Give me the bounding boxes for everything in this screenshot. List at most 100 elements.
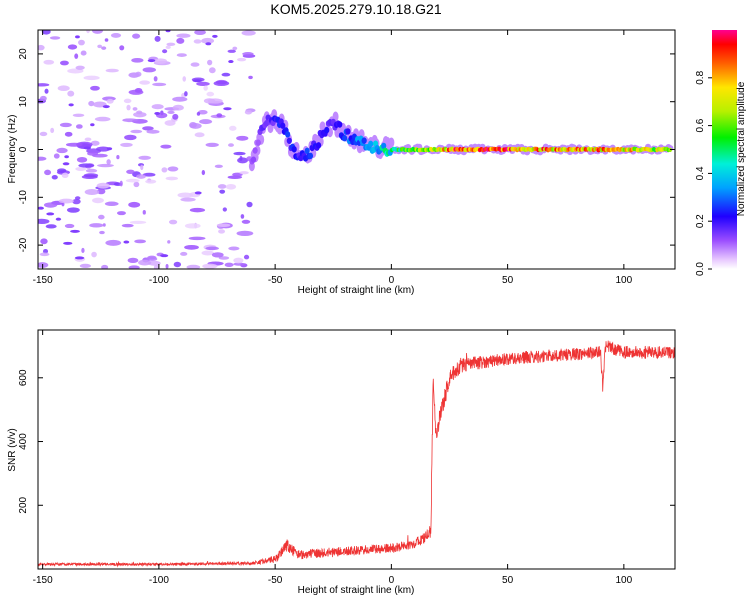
heatmap-noise-cell <box>70 229 80 233</box>
heatmap-noise-cell <box>123 98 132 104</box>
heatmap-noise-cell <box>207 59 213 66</box>
heatmap-noise-cell <box>197 109 208 115</box>
heatmap-x-tick-label: -50 <box>268 275 283 286</box>
heatmap-noise-cell <box>75 124 83 129</box>
heatmap-noise-cell <box>57 85 70 92</box>
heatmap-noise-cell <box>138 155 152 160</box>
heatmap-noise-cell <box>117 211 126 216</box>
heatmap-noise-cell <box>236 230 254 236</box>
heatmap-noise-cell <box>97 163 114 168</box>
snr-panel: -150 -100 -50 0 50 100 200 400 600 Height of st… <box>7 329 676 596</box>
heatmap-ridge-cell <box>337 121 343 128</box>
heatmap-noise-cell <box>152 82 167 87</box>
snr-x-tick-label: -150 <box>33 575 53 586</box>
heatmap-noise-cell <box>85 168 98 173</box>
snr-x-tick-label: -50 <box>268 575 283 586</box>
heatmap-x-tick-label: 0 <box>389 275 395 286</box>
heatmap-x-label: Height of straight line (km) <box>298 285 415 296</box>
heatmap-noise-cell <box>63 241 73 245</box>
heatmap-noise-cell <box>194 191 202 195</box>
heatmap-noise-cell <box>67 44 78 50</box>
heatmap-noise-cell <box>140 164 144 171</box>
heatmap-ridge-cell <box>345 128 351 135</box>
heatmap-noise-cell <box>124 134 137 141</box>
heatmap-noise-cell <box>228 246 240 251</box>
heatmap-y-tick-label: -10 <box>18 190 29 205</box>
snr-x-tick-label: 0 <box>389 575 395 586</box>
heatmap-ridge-cell <box>361 137 367 144</box>
heatmap-noise-cell <box>241 30 256 36</box>
heatmap-noise-cell <box>154 58 168 64</box>
heatmap-noise-cell <box>146 257 158 261</box>
heatmap-noise-cell <box>213 80 230 87</box>
heatmap-cells <box>38 30 674 269</box>
heatmap-noise-cell <box>176 37 185 44</box>
heatmap-noise-cell <box>222 207 227 212</box>
heatmap-noise-cell <box>201 37 215 44</box>
heatmap-y-tick-label: -20 <box>18 237 29 252</box>
heatmap-noise-cell <box>142 126 154 131</box>
heatmap-noise-cell <box>133 181 140 188</box>
snr-y-tick-label: 400 <box>18 433 29 450</box>
heatmap-noise-cell <box>184 91 188 97</box>
heatmap-noise-cell <box>132 107 138 111</box>
heatmap-noise-cell <box>172 104 184 111</box>
heatmap-noise-cell <box>206 91 215 97</box>
heatmap-ridge-cell <box>316 142 322 149</box>
snr-y-label: SNR (v/v) <box>7 428 18 471</box>
heatmap-noise-cell <box>201 170 206 176</box>
heatmap-noise-cell <box>38 44 45 51</box>
colorbar-tick-label: 0.2 <box>695 214 706 228</box>
heatmap-noise-cell <box>194 132 205 138</box>
heatmap-noise-cell <box>223 107 232 111</box>
heatmap-noise-cell <box>225 183 237 190</box>
heatmap-noise-cell <box>192 79 203 83</box>
heatmap-noise-cell <box>205 42 212 46</box>
heatmap-y-ticks: -20 -10 0 10 20 <box>18 48 675 252</box>
heatmap-noise-cell <box>224 262 234 268</box>
heatmap-noise-cell <box>132 33 141 39</box>
heatmap-noise-cell <box>90 140 100 146</box>
heatmap-noise-cell <box>72 113 85 117</box>
heatmap-noise-cell <box>218 229 226 234</box>
heatmap-noise-cell <box>88 100 95 107</box>
heatmap-noise-cell <box>131 57 144 63</box>
heatmap-noise-cell <box>139 80 151 85</box>
heatmap-noise-cell <box>134 239 147 244</box>
colorbar-ticks: 0.0 0.2 0.4 0.6 0.8 <box>695 70 712 276</box>
heatmap-y-tick-label: 0 <box>18 146 29 152</box>
heatmap-ridge-cell <box>304 147 310 155</box>
heatmap-noise-cell <box>142 210 146 215</box>
heatmap-noise-cell <box>74 53 79 59</box>
snr-y-tick-label: 600 <box>18 369 29 386</box>
heatmap-noise-cell <box>58 198 74 204</box>
heatmap-noise-cell <box>122 118 138 123</box>
snr-x-label: Height of straight line (km) <box>298 585 415 596</box>
heatmap-noise-cell <box>97 44 103 49</box>
heatmap-noise-cell <box>84 188 100 195</box>
heatmap-noise-cell <box>74 196 81 200</box>
heatmap-noise-cell <box>92 30 103 34</box>
heatmap-noise-cell <box>81 174 98 180</box>
heatmap-noise-cell <box>154 35 161 42</box>
heatmap-noise-cell <box>43 202 58 208</box>
heatmap-y-tick-label: 20 <box>18 48 29 60</box>
heatmap-noise-cell <box>44 169 52 176</box>
heatmap-noise-cell <box>136 174 146 179</box>
heatmap-noise-cell <box>89 223 104 228</box>
heatmap-noise-cell <box>62 162 70 166</box>
heatmap-noise-cell <box>50 127 55 134</box>
heatmap-noise-cell <box>166 42 176 47</box>
heatmap-noise-cell <box>186 264 201 269</box>
colorbar-tick-label: 0.4 <box>695 166 706 180</box>
heatmap-noise-cell <box>205 142 219 147</box>
heatmap-noise-cell <box>60 60 69 66</box>
heatmap-noise-cell <box>121 223 134 228</box>
snr-frame <box>37 329 676 570</box>
heatmap-noise-cell <box>102 105 110 109</box>
heatmap-noise-cell <box>64 155 69 159</box>
heatmap-noise-cell <box>232 46 238 51</box>
heatmap-noise-cell <box>233 151 246 156</box>
heatmap-noise-cell <box>42 248 49 254</box>
heatmap-noise-cell <box>87 151 99 156</box>
